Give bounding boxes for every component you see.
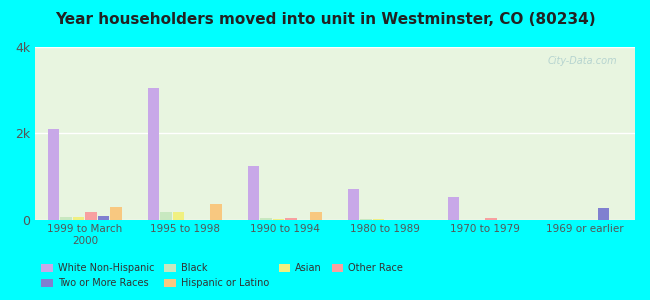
Bar — [486, 218, 497, 220]
Bar — [148, 88, 159, 220]
Bar — [311, 212, 322, 220]
Bar — [86, 212, 97, 220]
Text: City-Data.com: City-Data.com — [547, 56, 617, 66]
Bar — [211, 204, 222, 220]
Bar — [98, 216, 109, 220]
Bar — [173, 212, 185, 220]
Legend: White Non-Hispanic, Two or More Races, Black, Hispanic or Latino, Asian, Other R: White Non-Hispanic, Two or More Races, B… — [37, 260, 407, 292]
Bar — [448, 197, 460, 220]
Bar — [285, 218, 297, 220]
Text: Year householders moved into unit in Westminster, CO (80234): Year householders moved into unit in Wes… — [55, 12, 595, 27]
Bar — [248, 166, 259, 220]
Bar — [111, 207, 122, 220]
Bar — [598, 208, 610, 220]
Bar — [48, 129, 60, 220]
Bar — [273, 219, 285, 220]
Bar — [361, 219, 372, 220]
Bar — [261, 218, 272, 220]
Bar — [161, 212, 172, 220]
Bar — [60, 218, 72, 220]
Bar — [73, 217, 84, 220]
Bar — [348, 189, 359, 220]
Bar — [373, 219, 385, 220]
